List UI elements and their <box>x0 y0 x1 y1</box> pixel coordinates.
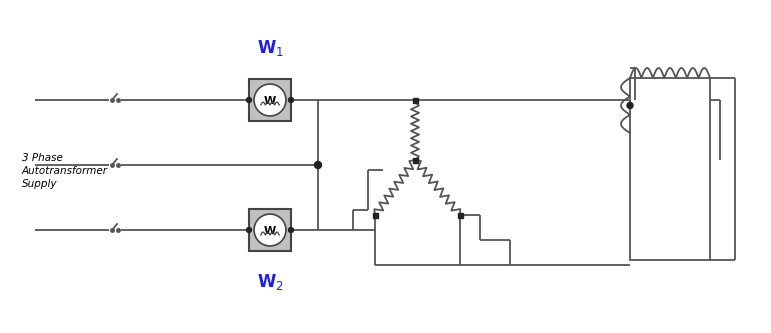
Text: 3 Phase
Autotransformer
Supply: 3 Phase Autotransformer Supply <box>22 153 108 189</box>
Text: W: W <box>264 226 276 236</box>
Text: W: W <box>264 96 276 106</box>
Bar <box>412 98 418 103</box>
Bar <box>249 79 291 121</box>
Circle shape <box>254 214 286 246</box>
Circle shape <box>247 98 251 103</box>
Circle shape <box>247 227 251 232</box>
Bar <box>249 209 291 251</box>
Circle shape <box>254 84 286 116</box>
Bar <box>630 78 710 260</box>
Bar <box>457 212 463 217</box>
Text: W$_2$: W$_2$ <box>257 272 284 292</box>
Circle shape <box>315 162 322 168</box>
Text: W$_1$: W$_1$ <box>257 38 284 58</box>
Circle shape <box>288 227 294 232</box>
Circle shape <box>627 103 633 109</box>
Bar <box>372 212 378 217</box>
Bar <box>412 158 418 163</box>
Circle shape <box>288 98 294 103</box>
